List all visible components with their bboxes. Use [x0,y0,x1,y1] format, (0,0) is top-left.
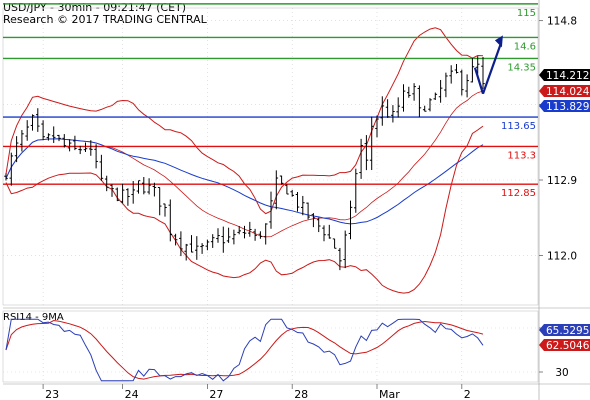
x-tick-label: 23 [45,388,59,400]
chart-header-copyright: Research © 2017 TRADING CENTRAL [3,13,207,26]
rsi-line [5,318,484,382]
y-tick-label: 112.9 [547,175,577,187]
projection-arrow-shaft [481,43,502,95]
level-label-pivot: 113.65 [501,121,536,132]
bollinger-upper-line [5,27,484,215]
moving-average-line [5,138,484,225]
price-tag-label-rsi: 65.5295 [546,325,589,337]
projection-arrow-leg [473,67,485,95]
y-tick-label: 112.0 [547,250,577,262]
level-label-resistance: 115 [517,8,536,19]
price-tag-label-upper-band: 114.024 [546,86,590,98]
price-tag-label-ma: 113.829 [546,101,589,113]
y-tick-label: 114.8 [547,16,577,28]
level-label-resistance: 14.35 [507,62,536,73]
main-panel-frame [2,7,539,306]
level-label-resistance: 14.6 [514,41,536,52]
x-tick-label: 28 [294,388,308,400]
price-tag-upper-band [539,85,590,97]
rsi-ma-line [5,319,484,380]
price-tag-last [539,69,590,81]
rsi-panel-frame [2,310,539,383]
level-label-support: 113.3 [507,150,536,161]
projection-arrowhead [494,35,503,48]
x-tick-label: 27 [209,388,223,400]
level-label-support: 112.85 [501,188,536,199]
rsi-y-tick-label: 30 [555,367,568,379]
x-tick-label: 24 [125,388,139,400]
x-tick-label: 2 [464,388,471,400]
price-tag-label-last: 114.212 [546,70,589,82]
price-tag-rsi [539,324,590,336]
price-tag-ma [539,100,590,112]
bollinger-lower-line [5,125,484,294]
price-tag-label-rsi_ma: 62.5046 [546,340,590,352]
x-tick-label: Mar [379,388,400,400]
price-tag-rsi_ma [539,339,590,351]
bollinger-middle-line [5,90,484,238]
rsi-title: RSI14 - 9MA [3,312,64,323]
